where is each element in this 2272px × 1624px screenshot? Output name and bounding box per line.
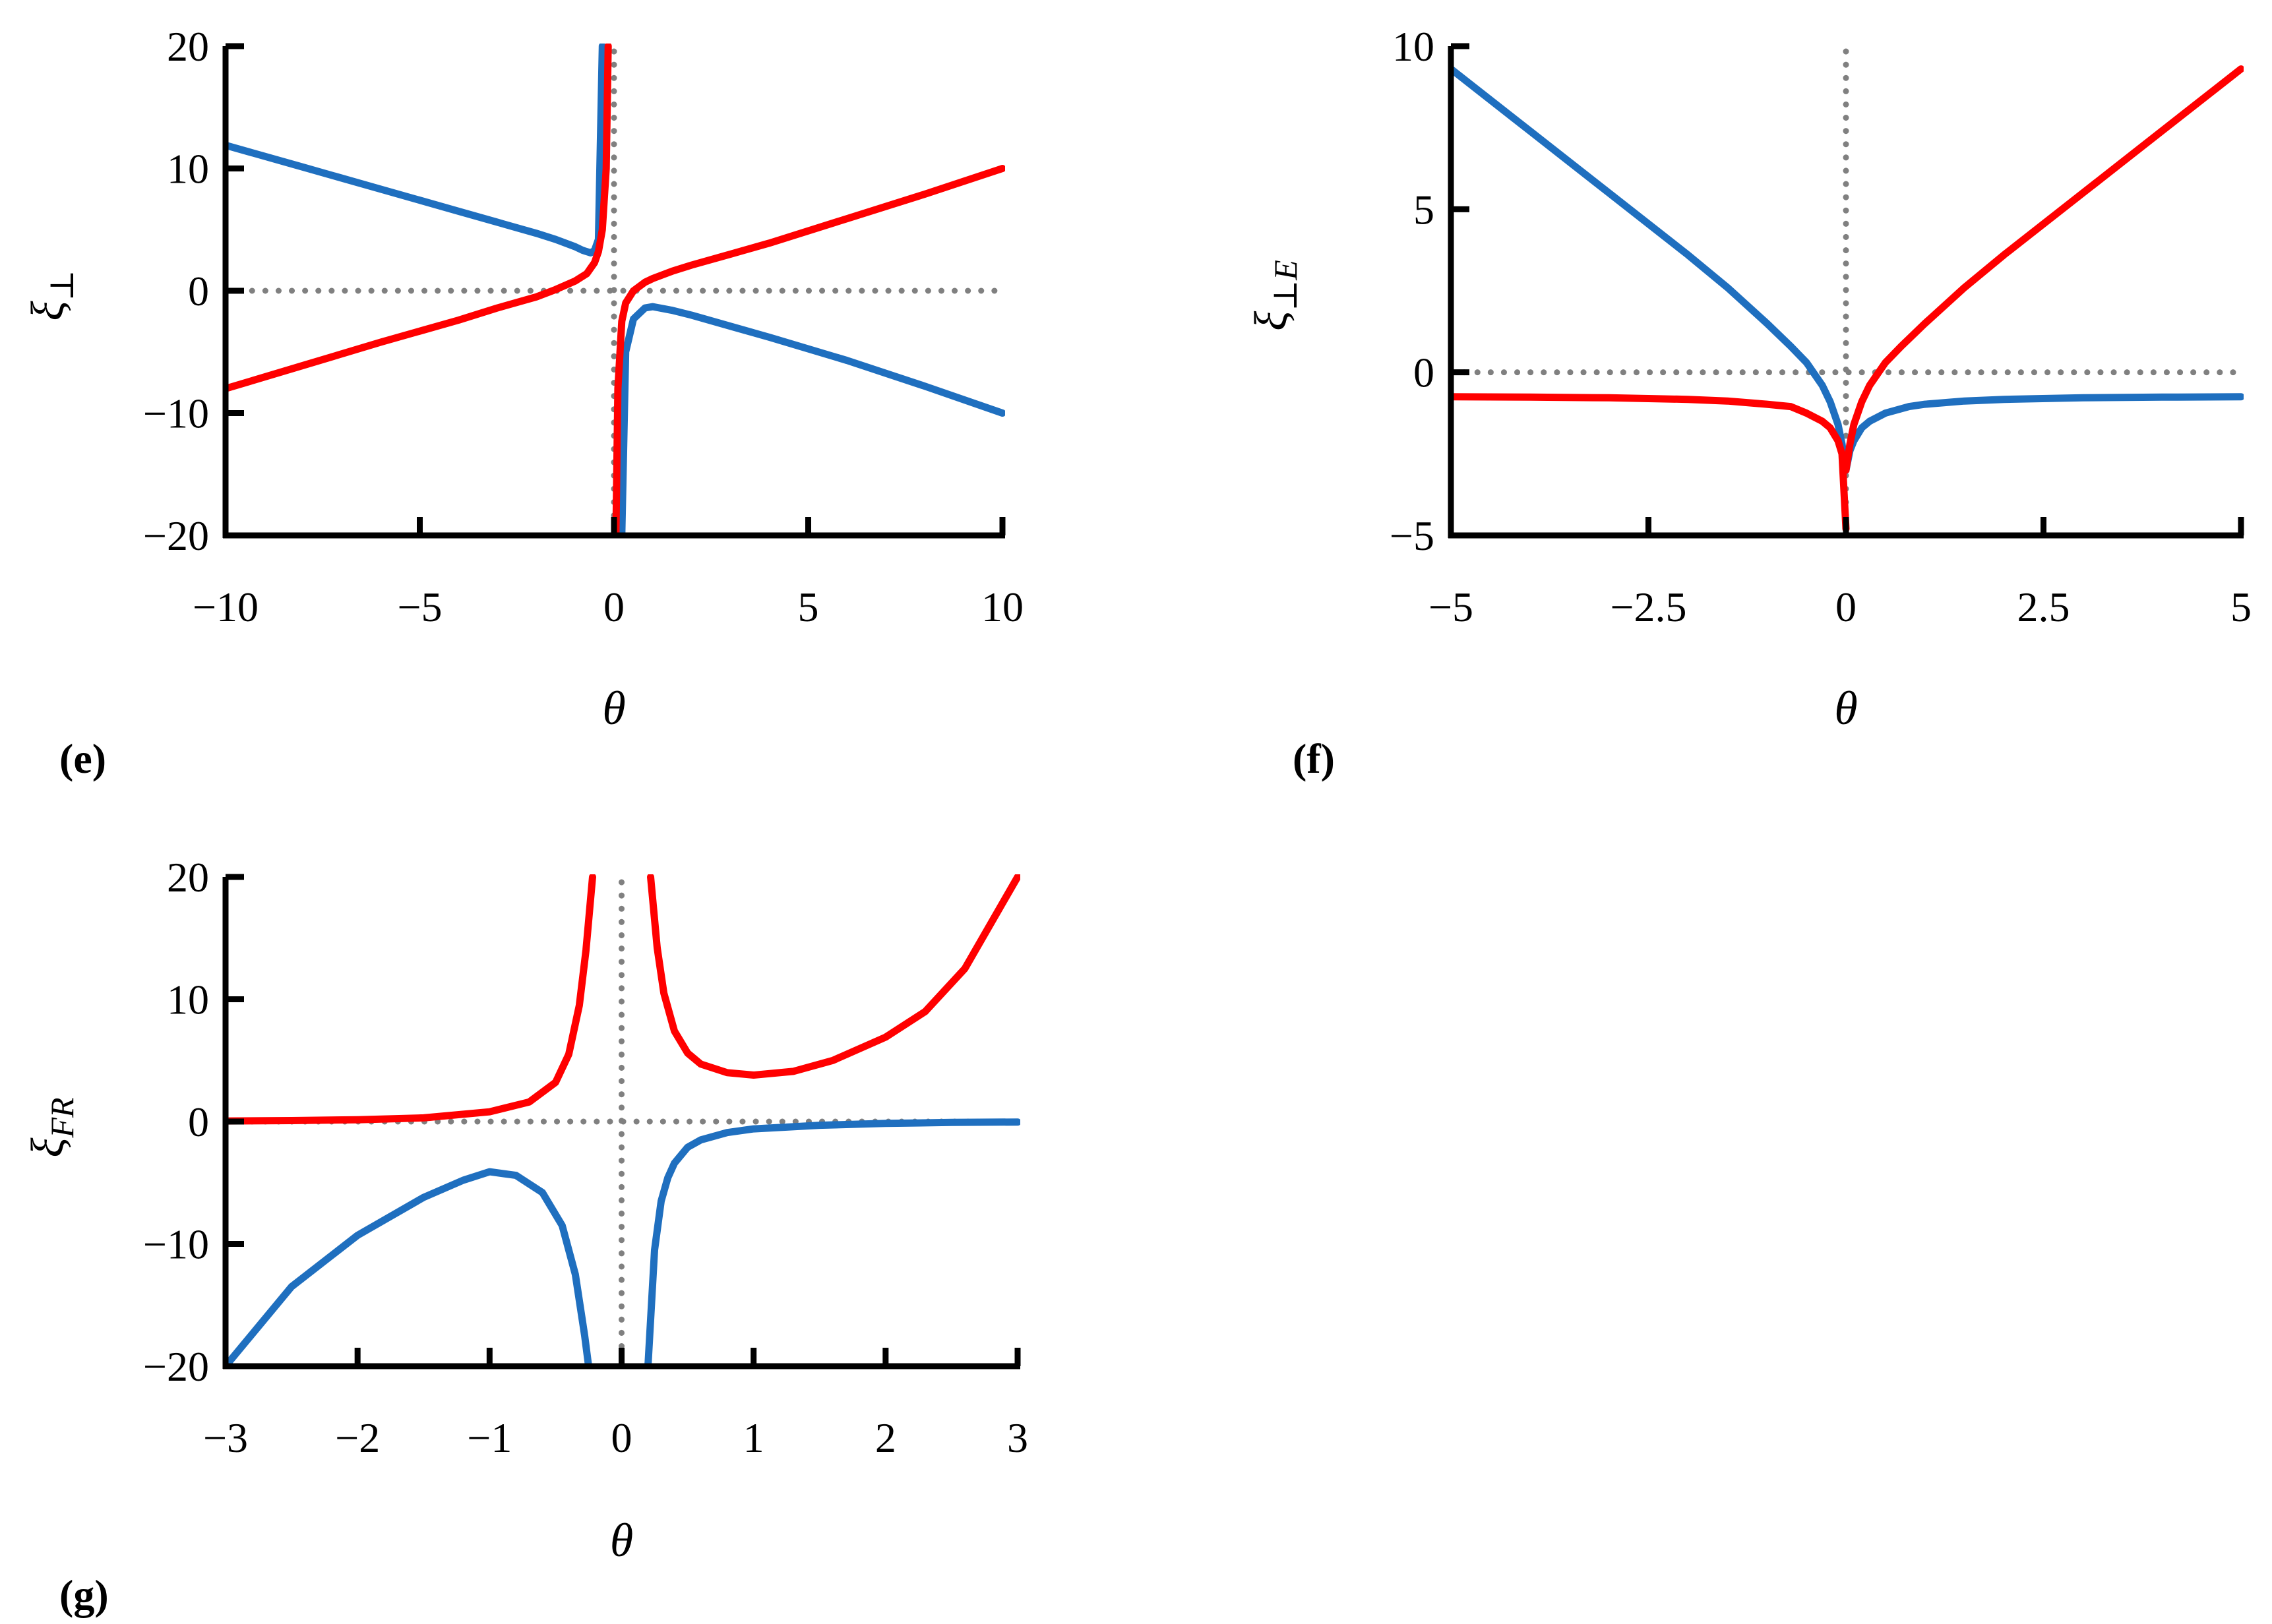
y-tick-label: 5 <box>1413 186 1434 233</box>
series-line-0-segment-1 <box>618 303 1005 538</box>
x-tick-label: 5 <box>2230 584 2252 630</box>
panel-label: (f) <box>1293 735 1335 782</box>
x-tick-label: −10 <box>193 584 259 630</box>
panel-e: −10 −5 0 5 10 −20 −10 0 10 20 θ ξ⊥ (e) <box>22 23 1024 782</box>
series-line-1-segment-1 <box>612 165 1005 538</box>
y-tick-label: 10 <box>167 146 209 193</box>
x-tick-label: −2 <box>335 1414 380 1461</box>
panel-label: (e) <box>59 735 106 782</box>
x-tick-label: −5 <box>1428 584 1473 630</box>
series-line-1-segment-0 <box>1448 393 1850 533</box>
y-tick-label: 20 <box>167 23 209 70</box>
x-tick-label: −3 <box>203 1414 248 1461</box>
y-axis-label-subscript: FR <box>44 1097 80 1138</box>
y-tick-label: −10 <box>143 390 209 437</box>
y-tick-label: 20 <box>167 854 209 901</box>
x-tick-label: 2.5 <box>2017 584 2070 630</box>
y-tick-label: −20 <box>143 1343 209 1390</box>
y-tick-label: 0 <box>188 268 209 315</box>
x-tick-label: 2 <box>875 1414 896 1461</box>
series-line-1-segment-0 <box>223 44 612 392</box>
x-tick-label: 5 <box>798 584 819 630</box>
x-tick-label: 0 <box>603 584 625 630</box>
series-line-1-segment-1 <box>1842 65 2244 474</box>
x-tick-label: −5 <box>397 584 442 630</box>
y-axis-label-subscript: ⊥ <box>44 270 80 301</box>
y-axis-label: ξ⊥ <box>22 270 80 320</box>
x-tick-label: −2.5 <box>1610 584 1686 630</box>
y-tick-label: −20 <box>143 512 209 559</box>
series-line-0-segment-1 <box>1842 393 2244 474</box>
x-tick-label: 3 <box>1007 1414 1028 1461</box>
series-line-0-segment-0 <box>1448 65 1850 474</box>
y-axis-label: ξFR <box>22 1097 80 1157</box>
x-tick-label: 0 <box>611 1414 632 1461</box>
y-tick-label: 0 <box>1413 349 1434 396</box>
x-axis-label: θ <box>602 682 625 735</box>
panel-f: −5 −2.5 0 2.5 5 −5 0 5 10 θ ξ⊥E (f) <box>1246 23 2252 782</box>
x-tick-label: −1 <box>467 1414 512 1461</box>
y-tick-label: −10 <box>143 1221 209 1268</box>
x-tick-label: 10 <box>981 584 1024 630</box>
y-tick-label: 10 <box>167 977 209 1023</box>
y-tick-label: −5 <box>1390 512 1434 559</box>
x-axis-label: θ <box>1834 682 1857 735</box>
series-line-0-segment-1 <box>644 1118 1020 1369</box>
panel-label: (g) <box>59 1571 109 1618</box>
y-axis-label: ξ⊥E <box>1246 260 1304 331</box>
x-axis-label: θ <box>610 1514 633 1567</box>
series-line-1-segment-1 <box>647 874 1020 1079</box>
y-tick-label: 0 <box>188 1098 209 1145</box>
x-tick-label: 1 <box>743 1414 764 1461</box>
y-tick-label: 10 <box>1392 23 1434 70</box>
y-axis-label-subscript: ⊥E <box>1267 260 1304 311</box>
series-line-0-segment-0 <box>223 44 606 256</box>
series-line-0-segment-0 <box>223 1168 592 1369</box>
series-line-1-segment-0 <box>223 874 596 1125</box>
x-tick-label: 0 <box>1835 584 1857 630</box>
